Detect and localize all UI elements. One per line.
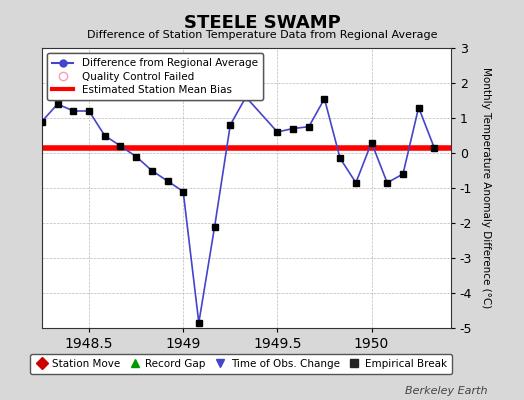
Text: STEELE SWAMP: STEELE SWAMP [183,14,341,32]
Text: Berkeley Earth: Berkeley Earth [405,386,487,396]
Legend: Station Move, Record Gap, Time of Obs. Change, Empirical Break: Station Move, Record Gap, Time of Obs. C… [30,354,452,374]
Y-axis label: Monthly Temperature Anomaly Difference (°C): Monthly Temperature Anomaly Difference (… [481,67,490,309]
Text: Difference of Station Temperature Data from Regional Average: Difference of Station Temperature Data f… [87,30,437,40]
Legend: Difference from Regional Average, Quality Control Failed, Estimated Station Mean: Difference from Regional Average, Qualit… [47,53,263,100]
